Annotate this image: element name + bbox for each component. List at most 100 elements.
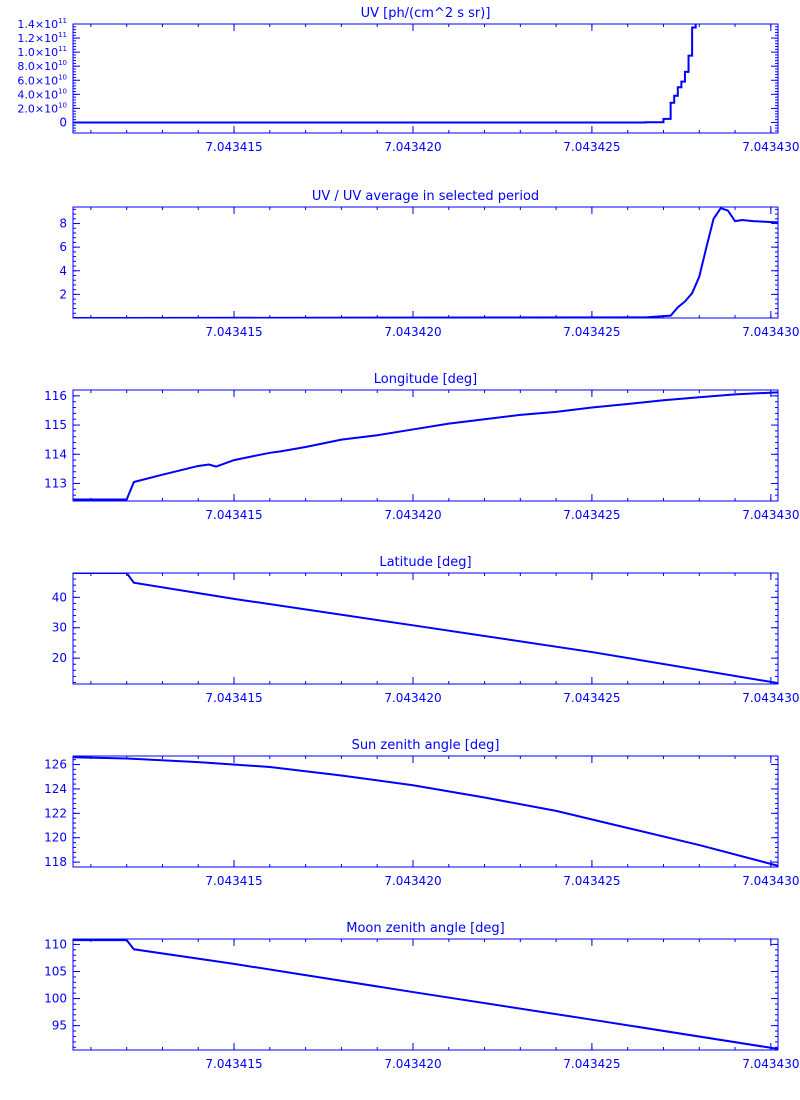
data-point xyxy=(340,774,343,777)
y-tick-exponent: 11 xyxy=(58,45,67,53)
data-point xyxy=(777,221,778,224)
x-tick-label: 7.043430 xyxy=(742,691,799,705)
y-tick-exponent: 11 xyxy=(58,17,67,25)
data-point xyxy=(698,844,701,846)
x-tick-label: 7.043430 xyxy=(742,508,799,522)
data-point xyxy=(691,26,693,29)
data-point xyxy=(741,219,744,221)
x-tick-label: 7.043425 xyxy=(563,325,620,339)
x-tick-label: 7.043415 xyxy=(205,1057,262,1071)
data-point xyxy=(125,757,128,760)
data-point xyxy=(133,481,135,483)
x-tick-label: 7.043415 xyxy=(205,140,262,154)
x-tick-label: 7.043420 xyxy=(384,140,441,154)
data-series-line xyxy=(73,939,778,1050)
chart-title: Latitude [deg] xyxy=(379,555,471,570)
plot-frame xyxy=(72,23,779,134)
data-point xyxy=(676,306,679,309)
data-point xyxy=(447,422,450,425)
data-point xyxy=(676,86,679,89)
data-point xyxy=(376,434,378,437)
chart-title: Longitude [deg] xyxy=(374,372,477,387)
y-tick-label: 20 xyxy=(52,651,67,665)
chart-title: Moon zenith angle [deg] xyxy=(346,921,504,936)
y-tick-label: 115 xyxy=(44,418,67,432)
data-point xyxy=(555,810,557,812)
data-point xyxy=(197,465,200,467)
data-point xyxy=(687,54,690,57)
y-tick-label: 6 xyxy=(59,240,67,254)
data-point xyxy=(695,20,697,22)
data-point xyxy=(73,939,74,941)
x-tick-label: 7.043430 xyxy=(742,325,799,339)
y-tick-mantissa: 4.0×10 xyxy=(17,88,58,101)
data-point xyxy=(591,1018,593,1021)
data-point xyxy=(304,446,307,448)
y-tick-exponent: 10 xyxy=(58,73,67,81)
chart-title: Sun zenith angle [deg] xyxy=(352,738,500,753)
data-point xyxy=(197,761,200,763)
data-point xyxy=(73,573,74,574)
y-tick-label: 113 xyxy=(44,476,67,490)
data-point xyxy=(412,624,414,627)
y-tick-label: 30 xyxy=(52,621,67,635)
y-tick-exponent: 10 xyxy=(58,59,67,67)
y-tick-label: 0 xyxy=(59,115,67,129)
y-tick-label: 105 xyxy=(44,964,67,978)
y-tick-label: 1.2×1011 xyxy=(17,31,67,45)
data-point xyxy=(73,498,74,501)
data-point xyxy=(719,207,722,209)
y-tick-label: 124 xyxy=(44,782,67,796)
y-tick-label: 1.0×1011 xyxy=(17,45,67,59)
data-point xyxy=(777,682,778,684)
chart-panel-2: UV / UV average in selected period 7.0434… xyxy=(59,189,799,339)
data-series-line xyxy=(73,24,697,124)
data-point xyxy=(161,473,164,476)
y-tick-label: 1.4×1011 xyxy=(17,17,67,31)
y-tick-label: 122 xyxy=(44,806,67,820)
y-tick-label: 2 xyxy=(59,287,67,301)
x-tick-label: 7.043415 xyxy=(205,325,262,339)
data-point xyxy=(412,784,414,787)
x-tick-label: 7.043425 xyxy=(563,508,620,522)
data-point xyxy=(777,20,779,22)
data-point xyxy=(626,827,629,829)
y-tick-exponent: 10 xyxy=(58,87,67,95)
y-tick-label: 2.0×1010 xyxy=(17,101,67,115)
data-point xyxy=(777,391,778,394)
data-point xyxy=(684,71,686,73)
y-tick-label: 8.0×1010 xyxy=(17,59,67,73)
data-point xyxy=(125,498,128,501)
data-point xyxy=(483,418,486,421)
chart-panel-5: Sun zenith angle [deg] 7.043415 7.043420 7.… xyxy=(44,738,799,888)
x-tick-label: 7.043430 xyxy=(742,874,799,888)
data-point xyxy=(73,121,74,124)
y-tick-label: 120 xyxy=(44,831,67,845)
data-point xyxy=(626,403,629,405)
chart-panel-3: Longitude [deg] 7.043415 7.043420 7.043425 7… xyxy=(44,372,799,522)
data-point xyxy=(412,991,414,993)
plot-frame xyxy=(72,389,779,502)
data-point xyxy=(644,121,647,124)
x-tick-label: 7.043420 xyxy=(384,508,441,522)
y-tick-mantissa: 1.0×10 xyxy=(17,46,58,59)
data-point xyxy=(680,80,683,83)
x-tick-label: 7.043420 xyxy=(384,874,441,888)
data-point xyxy=(727,209,729,212)
data-point xyxy=(233,459,235,461)
data-point xyxy=(705,246,708,248)
x-tick-label: 7.043425 xyxy=(563,140,620,154)
y-tick-label: 118 xyxy=(44,855,67,869)
data-point xyxy=(483,796,486,799)
y-tick-mantissa: 6.0×10 xyxy=(17,74,58,87)
data-point xyxy=(215,465,217,468)
y-tick-exponent: 11 xyxy=(58,31,67,39)
y-tick-mantissa: 8.0×10 xyxy=(17,60,58,73)
y-tick-label: 6.0×1010 xyxy=(17,73,67,87)
data-point xyxy=(734,393,736,396)
y-tick-label: 40 xyxy=(52,590,67,604)
x-tick-label: 7.043430 xyxy=(742,140,799,154)
data-series-line xyxy=(73,391,778,501)
y-tick-label: 4.0×1010 xyxy=(17,87,67,101)
